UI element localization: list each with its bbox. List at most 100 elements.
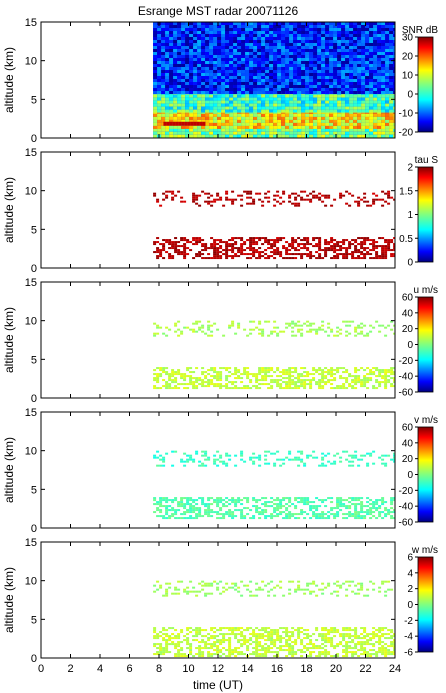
data-cell bbox=[234, 635, 238, 638]
snr-cell bbox=[197, 128, 202, 132]
data-cell bbox=[225, 511, 229, 514]
snr-cell bbox=[193, 121, 197, 126]
snr-cell bbox=[337, 76, 342, 79]
data-cell bbox=[240, 253, 244, 256]
snr-cell bbox=[269, 131, 274, 135]
snr-cell bbox=[377, 34, 382, 37]
snr-cell bbox=[245, 76, 250, 79]
snr-cell bbox=[373, 64, 378, 67]
snr-cell bbox=[173, 116, 178, 120]
data-cell bbox=[225, 639, 229, 642]
snr-cell bbox=[373, 61, 378, 64]
data-cell bbox=[360, 251, 364, 254]
snr-cell bbox=[297, 85, 302, 88]
data-cell bbox=[303, 499, 307, 502]
snr-cell bbox=[217, 58, 222, 61]
snr-cell bbox=[341, 119, 346, 123]
snr-cell bbox=[217, 85, 222, 88]
snr-cell bbox=[337, 64, 342, 67]
snr-cell bbox=[249, 43, 254, 46]
snr-cell bbox=[341, 131, 346, 135]
data-cell bbox=[213, 377, 217, 380]
data-cell bbox=[360, 367, 364, 370]
snr-cell bbox=[285, 131, 290, 135]
snr-cell bbox=[249, 88, 254, 91]
snr-cell bbox=[337, 82, 342, 85]
data-cell bbox=[309, 253, 313, 256]
snr-cell bbox=[241, 106, 246, 110]
snr-cell bbox=[269, 134, 274, 138]
snr-cell bbox=[229, 61, 234, 64]
data-cell bbox=[279, 253, 283, 256]
snr-cell bbox=[229, 73, 234, 76]
data-cell bbox=[375, 251, 379, 254]
snr-cell bbox=[301, 64, 306, 67]
data-cell bbox=[234, 255, 238, 258]
data-cell bbox=[369, 243, 373, 246]
data-cell bbox=[195, 653, 199, 656]
data-cell bbox=[339, 497, 343, 500]
snr-cell bbox=[261, 22, 266, 25]
snr-cell bbox=[301, 125, 306, 129]
snr-cell bbox=[209, 91, 214, 94]
snr-cell bbox=[257, 100, 262, 104]
snr-cell bbox=[337, 70, 342, 73]
data-cell bbox=[246, 385, 250, 388]
snr-cell bbox=[353, 25, 358, 28]
data-cell bbox=[267, 320, 271, 323]
data-cell bbox=[372, 367, 376, 370]
data-cell bbox=[390, 320, 394, 323]
data-cell bbox=[315, 243, 319, 246]
snr-cell bbox=[193, 82, 198, 85]
data-cell bbox=[261, 383, 265, 386]
snr-cell bbox=[197, 82, 202, 85]
data-cell bbox=[267, 247, 271, 250]
snr-cell bbox=[249, 128, 254, 132]
data-cell bbox=[180, 375, 184, 378]
snr-cell bbox=[337, 34, 342, 37]
snr-cell bbox=[257, 40, 262, 43]
data-cell bbox=[249, 373, 253, 376]
data-cell bbox=[282, 517, 286, 520]
snr-cell bbox=[185, 94, 190, 98]
snr-cell bbox=[353, 64, 358, 67]
snr-cell bbox=[205, 61, 210, 64]
snr-cell bbox=[321, 46, 326, 49]
data-cell bbox=[363, 257, 367, 260]
data-cell bbox=[207, 513, 211, 516]
data-cell bbox=[186, 629, 190, 632]
data-cell bbox=[162, 369, 166, 372]
snr-cell bbox=[261, 128, 266, 132]
data-cell bbox=[177, 643, 181, 646]
data-cell bbox=[276, 253, 280, 256]
data-cell bbox=[261, 334, 265, 337]
snr-cell bbox=[273, 22, 278, 25]
data-cell bbox=[252, 462, 256, 465]
data-cell bbox=[165, 647, 169, 650]
snr-cell bbox=[377, 25, 382, 28]
data-cell bbox=[342, 247, 346, 250]
data-cell bbox=[333, 377, 337, 380]
snr-cell bbox=[365, 31, 370, 34]
data-cell bbox=[360, 381, 364, 384]
data-cell bbox=[201, 324, 205, 327]
snr-cell bbox=[213, 122, 218, 126]
snr-cell bbox=[309, 55, 314, 58]
data-cell bbox=[288, 375, 292, 378]
data-cell bbox=[384, 249, 388, 252]
snr-cell bbox=[309, 61, 314, 64]
data-cell bbox=[369, 511, 373, 514]
data-cell bbox=[216, 194, 220, 197]
data-cell bbox=[246, 196, 250, 199]
snr-cell bbox=[229, 85, 234, 88]
snr-cell bbox=[277, 52, 282, 55]
snr-cell bbox=[349, 64, 354, 67]
data-cell bbox=[228, 454, 232, 457]
data-cell bbox=[336, 511, 340, 514]
data-cell bbox=[291, 458, 295, 461]
data-cell bbox=[306, 247, 310, 250]
data-cell bbox=[267, 334, 271, 337]
data-cell bbox=[297, 204, 301, 207]
snr-cell bbox=[345, 28, 350, 31]
data-cell bbox=[231, 237, 235, 240]
